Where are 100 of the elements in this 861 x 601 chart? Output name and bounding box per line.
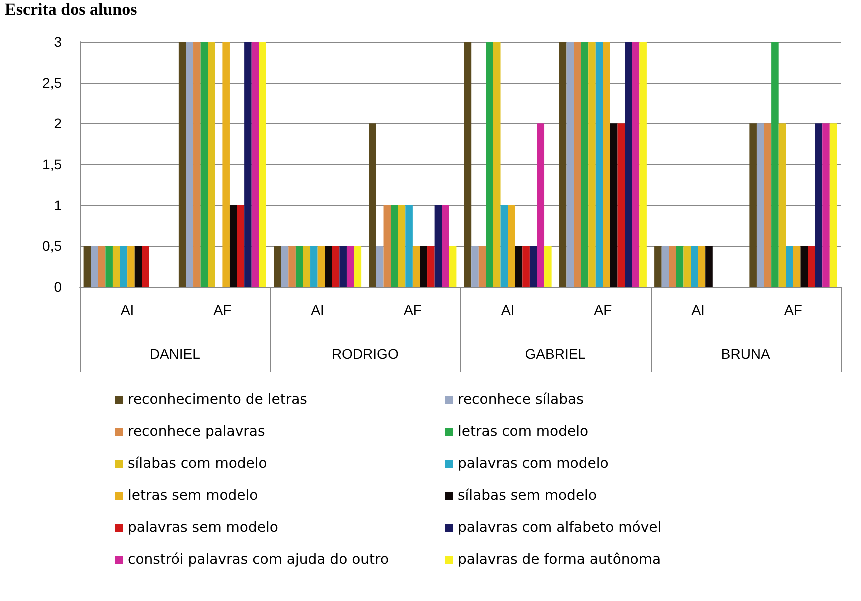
bar [464, 42, 472, 287]
bar [230, 205, 238, 287]
text: GABRIEL [525, 346, 586, 362]
bar [808, 246, 816, 287]
bar [793, 246, 801, 287]
bar [134, 246, 142, 287]
y-tick-label: 0 [54, 279, 62, 295]
legend-label: palavras com alfabeto móvel [458, 520, 662, 536]
bar [128, 246, 135, 287]
bar [84, 246, 92, 287]
x-tick-label: AF [214, 302, 232, 318]
bar [332, 246, 340, 287]
bar [515, 246, 523, 287]
bar [420, 246, 428, 287]
chart-title: Escrita dos alunos [5, 0, 138, 19]
bar [259, 42, 266, 287]
legend-label: letras com modelo [458, 424, 589, 440]
x-tick-label: AI [120, 302, 134, 318]
bar [244, 42, 252, 287]
bar [237, 205, 245, 287]
bar [778, 124, 786, 287]
legend-label: reconhecimento de letras [128, 392, 308, 408]
y-tick-label: 1,5 [42, 156, 62, 172]
bar [756, 124, 764, 287]
bar [478, 246, 486, 287]
bar [493, 42, 501, 287]
bar [618, 124, 626, 287]
legend-label: letras sem modelo [128, 488, 258, 504]
bar [698, 246, 706, 287]
bar [772, 42, 779, 287]
bar [486, 42, 494, 287]
bar [200, 42, 208, 287]
legend-label: constrói palavras com ajuda do outro [128, 552, 390, 568]
bar [537, 124, 545, 287]
bar [786, 246, 794, 287]
bar [472, 246, 479, 287]
bar [310, 246, 318, 287]
bar [684, 246, 692, 287]
bar [559, 42, 567, 287]
legend-label: sílabas sem modelo [458, 488, 598, 504]
bar [750, 124, 757, 287]
legend-label: palavras sem modelo [128, 520, 278, 536]
bar [252, 42, 260, 287]
y-tick-label: 1 [54, 197, 62, 214]
bar [346, 246, 354, 287]
text: RODRIGO [332, 346, 399, 362]
bar [274, 246, 282, 287]
bar [222, 42, 230, 287]
bar [428, 246, 435, 287]
bar [194, 42, 201, 287]
bar [500, 205, 508, 287]
bar [391, 205, 398, 287]
bar [669, 246, 676, 287]
bar [654, 246, 662, 287]
bar [142, 246, 150, 287]
bar [449, 246, 457, 287]
bar [288, 246, 296, 287]
bar [434, 205, 442, 287]
legend-label: reconhece palavras [128, 424, 266, 440]
bar [522, 246, 530, 287]
bar [98, 246, 106, 287]
x-tick-label: AI [501, 302, 515, 318]
bar [625, 42, 632, 287]
bar [120, 246, 128, 287]
bar [530, 246, 538, 287]
bar [281, 246, 289, 287]
bar [706, 246, 713, 287]
bar [830, 124, 838, 287]
bar [603, 42, 610, 287]
text: BRUNA [721, 346, 772, 362]
bar [340, 246, 347, 287]
bar [376, 246, 384, 287]
y-tick-label: 2,5 [42, 74, 62, 91]
bar [296, 246, 304, 287]
x-tick-label: AF [594, 302, 612, 318]
legend-label: palavras de forma autônoma [458, 552, 662, 568]
bar [815, 124, 823, 287]
bar [800, 246, 808, 287]
legend-label: reconhece sílabas [458, 392, 584, 408]
y-tick-label: 2 [54, 116, 62, 132]
bar [406, 205, 413, 287]
bar [303, 246, 311, 287]
bar [178, 42, 186, 287]
bar [508, 205, 516, 287]
bar [596, 42, 604, 287]
bar [632, 42, 640, 287]
bar [398, 205, 406, 287]
bar [369, 124, 376, 287]
bar [91, 246, 98, 287]
x-tick-label: AF [784, 302, 802, 318]
bar [640, 42, 647, 287]
bar [325, 246, 332, 287]
legend-label: palavras com modelo [458, 456, 609, 472]
bar [581, 42, 589, 287]
bar [610, 124, 618, 287]
x-tick-label: AF [404, 302, 422, 318]
bar [354, 246, 362, 287]
bar [186, 42, 194, 287]
x-tick-label: AI [311, 302, 324, 318]
bar [544, 246, 552, 287]
